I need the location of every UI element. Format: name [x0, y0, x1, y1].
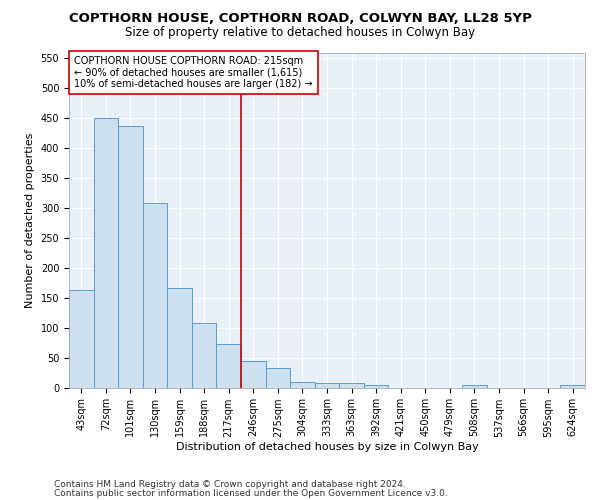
Text: COPTHORN HOUSE, COPTHORN ROAD, COLWYN BAY, LL28 5YP: COPTHORN HOUSE, COPTHORN ROAD, COLWYN BA…: [68, 12, 532, 26]
Bar: [266, 368, 290, 388]
Bar: [192, 324, 217, 388]
Y-axis label: Number of detached properties: Number of detached properties: [25, 132, 35, 308]
Text: Contains HM Land Registry data © Crown copyright and database right 2024.: Contains HM Land Registry data © Crown c…: [54, 480, 406, 489]
Text: COPTHORN HOUSE COPTHORN ROAD: 215sqm
← 90% of detached houses are smaller (1,615: COPTHORN HOUSE COPTHORN ROAD: 215sqm ← 9…: [74, 56, 313, 89]
Bar: [339, 382, 364, 388]
Bar: [241, 360, 266, 388]
Bar: [462, 385, 487, 388]
Text: Contains public sector information licensed under the Open Government Licence v3: Contains public sector information licen…: [54, 488, 448, 498]
Bar: [290, 382, 315, 388]
Bar: [167, 288, 192, 388]
Bar: [94, 118, 118, 388]
Bar: [69, 290, 94, 388]
Text: Size of property relative to detached houses in Colwyn Bay: Size of property relative to detached ho…: [125, 26, 475, 39]
Bar: [118, 126, 143, 388]
Bar: [315, 382, 339, 388]
Bar: [217, 344, 241, 388]
Bar: [143, 203, 167, 388]
X-axis label: Distribution of detached houses by size in Colwyn Bay: Distribution of detached houses by size …: [176, 442, 478, 452]
Bar: [560, 384, 585, 388]
Bar: [364, 384, 388, 388]
